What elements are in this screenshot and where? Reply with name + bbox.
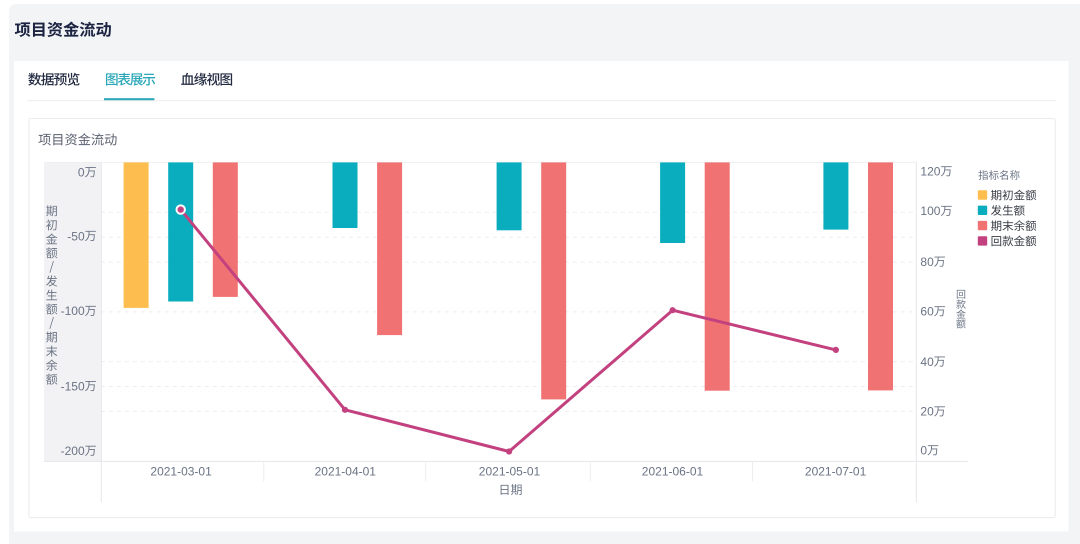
- svg-text:2021-07-01: 2021-07-01: [805, 465, 867, 479]
- svg-text:2021-04-01: 2021-04-01: [315, 465, 377, 479]
- svg-text:2021-03-01: 2021-03-01: [150, 465, 212, 479]
- svg-text:-150: -150: [61, 379, 85, 393]
- svg-text:-50: -50: [67, 229, 85, 243]
- svg-text:2021-06-01: 2021-06-01: [642, 465, 704, 479]
- svg-text:100: 100: [920, 204, 940, 218]
- svg-text:-100: -100: [61, 304, 85, 318]
- svg-text:20: 20: [920, 405, 934, 419]
- svg-text:0: 0: [78, 166, 85, 180]
- svg-text:-200: -200: [61, 444, 85, 458]
- svg-text:120: 120: [920, 165, 940, 179]
- svg-text:60: 60: [920, 305, 934, 319]
- svg-text:40: 40: [920, 355, 934, 369]
- svg-text:0: 0: [920, 444, 927, 458]
- svg-text:2021-05-01: 2021-05-01: [479, 465, 541, 479]
- svg-text:80: 80: [920, 255, 934, 269]
